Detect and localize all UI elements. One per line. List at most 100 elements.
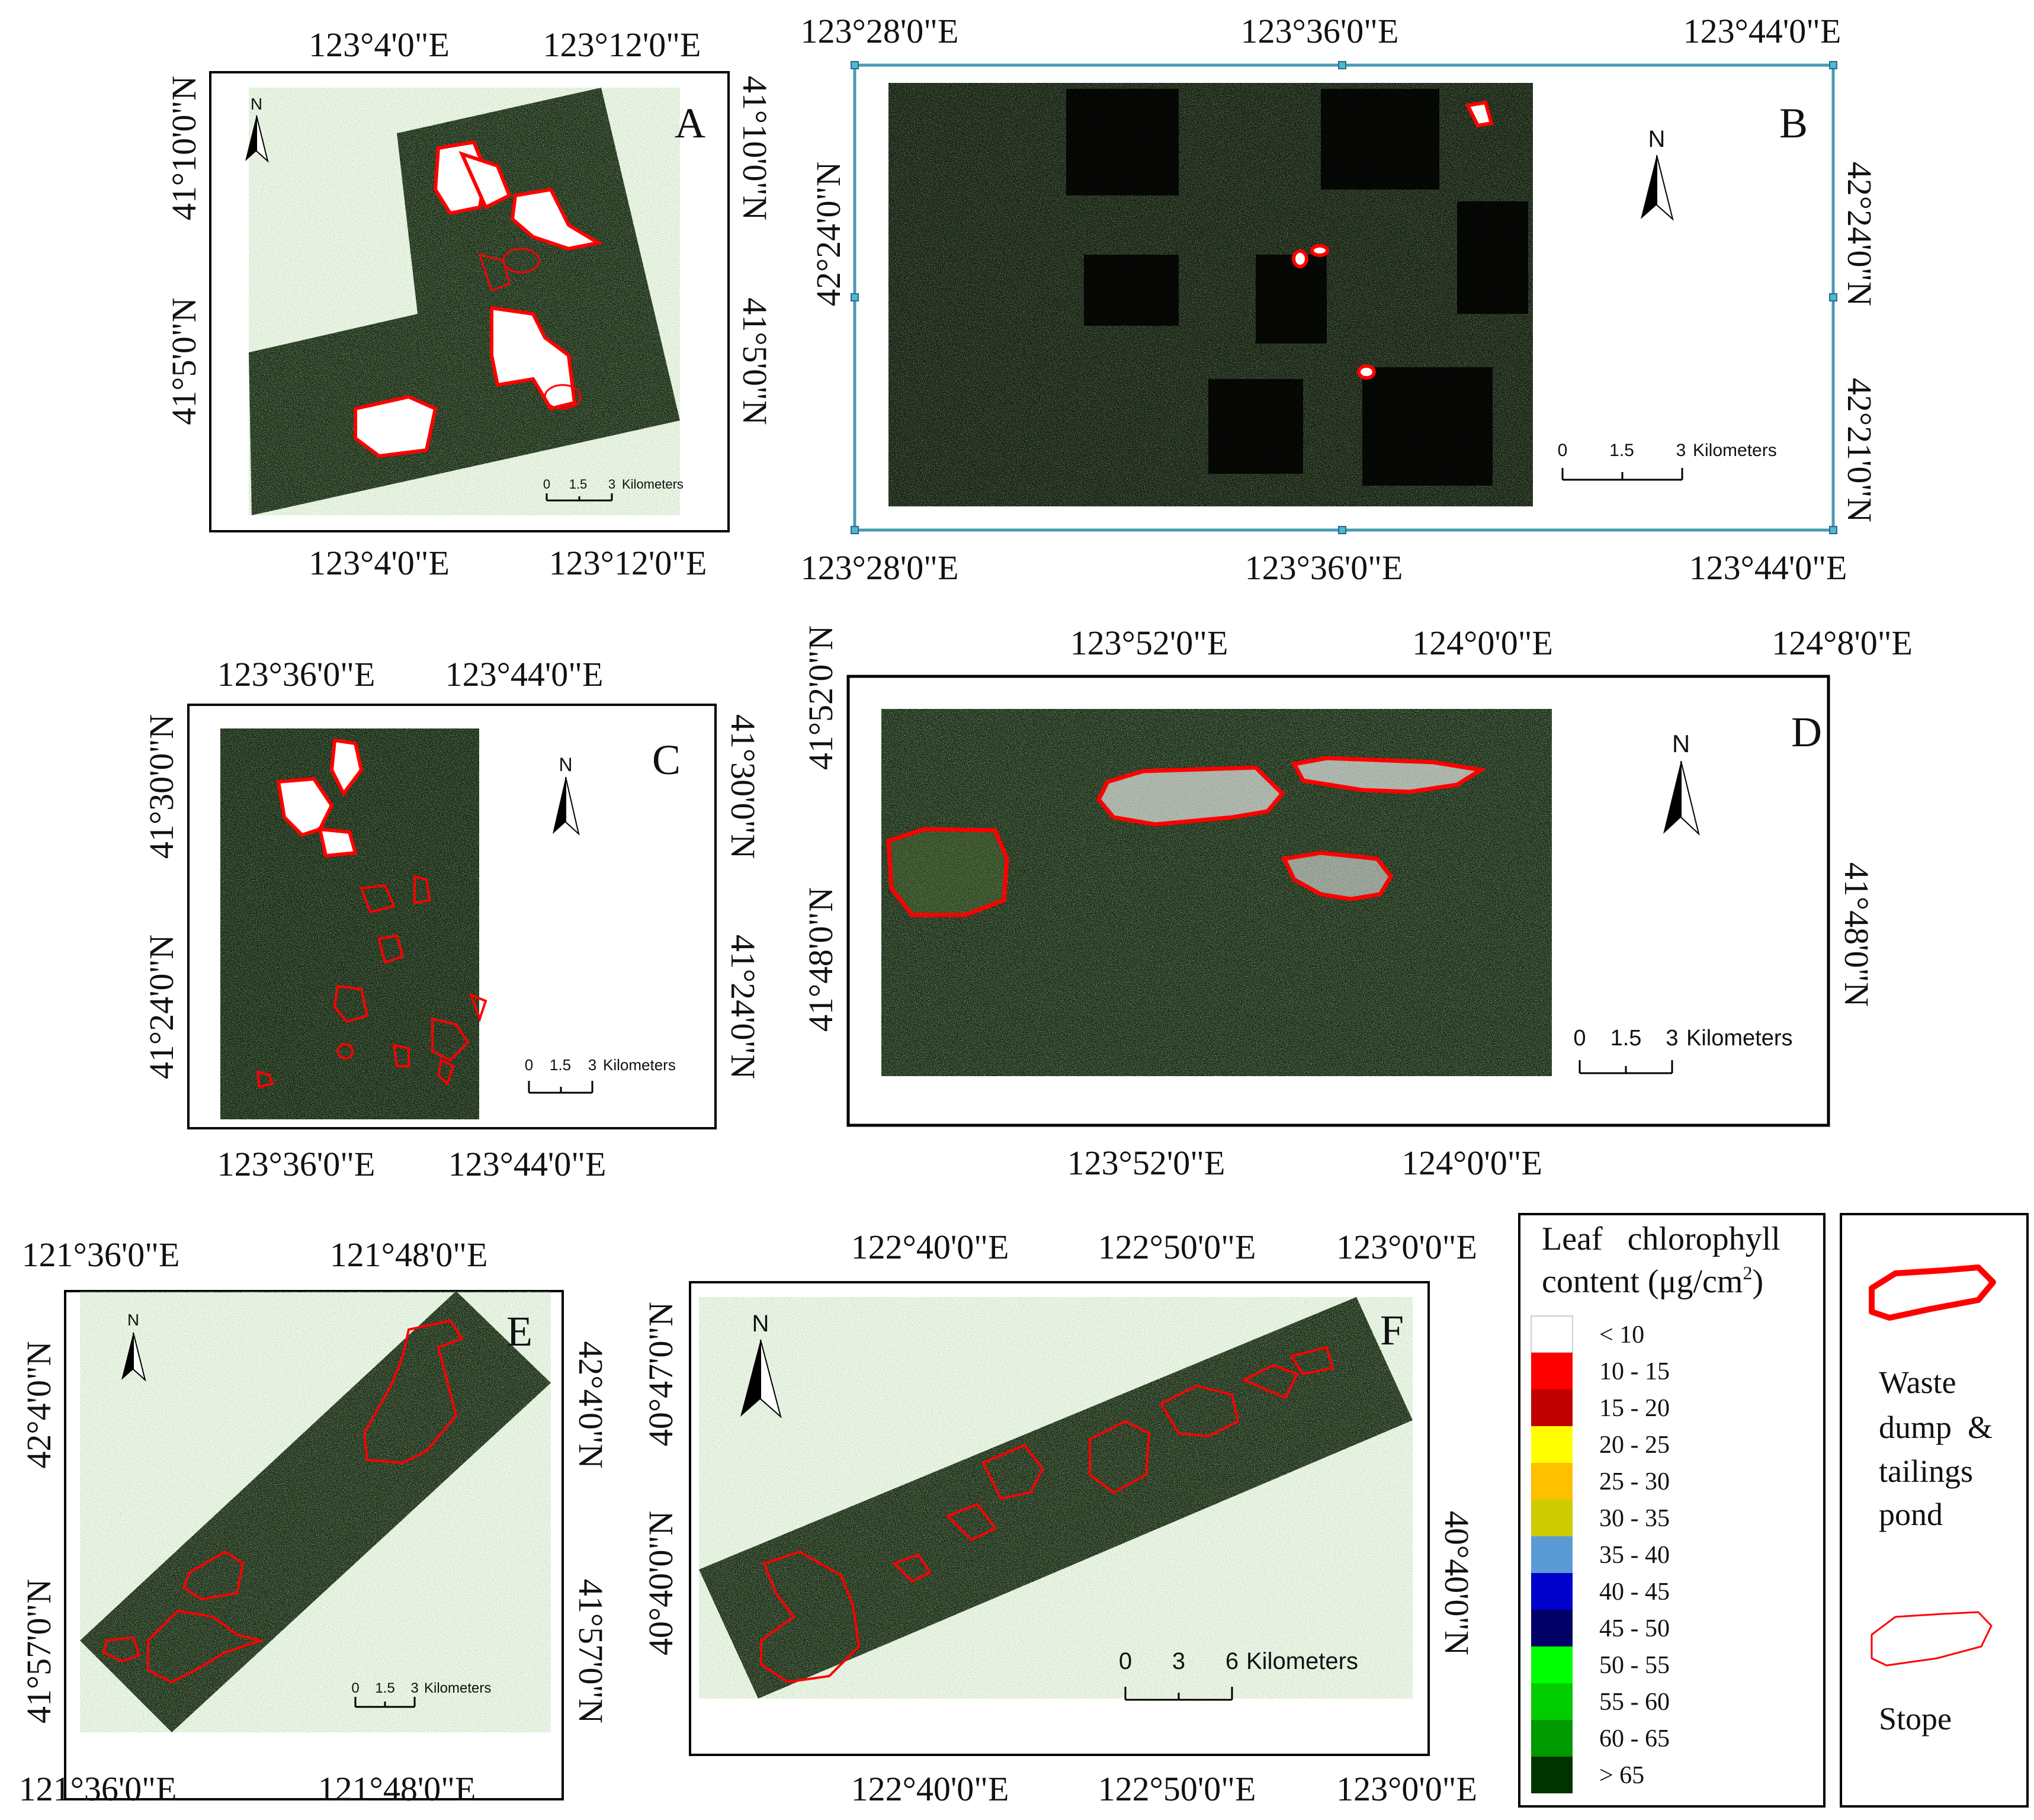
svg-text:3: 3: [1676, 441, 1686, 460]
svg-text:121°36'0"E: 121°36'0"E: [22, 1235, 180, 1274]
graticule-labels: 123°36'0"E 123°44'0"E 123°36'0"E 123°44'…: [142, 655, 762, 1183]
svg-text:42°21'0"N: 42°21'0"N: [1840, 378, 1879, 522]
map-frame: [846, 675, 1830, 1127]
svg-text:123°44'0"E: 123°44'0"E: [1689, 548, 1847, 587]
satellite-image: [80, 1291, 551, 1732]
north-label: N: [1672, 730, 1690, 757]
svg-text:3: 3: [410, 1680, 418, 1696]
north-label: N: [251, 95, 262, 113]
stope-label: Stope: [1879, 1701, 1952, 1736]
map-frame: [209, 71, 730, 532]
scale-bar: 0 1.5 3 Kilometers: [543, 477, 684, 502]
legend-swatch: [1531, 1426, 1573, 1463]
graticule-labels: 123°4'0"E 123°12'0"E 123°4'0"E 123°12'0"…: [165, 25, 774, 582]
svg-text:123°28'0"E: 123°28'0"E: [801, 548, 959, 587]
svg-text:122°50'0"E: 122°50'0"E: [1098, 1770, 1256, 1808]
svg-text:122°40'0"E: 122°40'0"E: [851, 1228, 1009, 1266]
legend-label: 30 - 35: [1599, 1505, 1670, 1532]
panel-d: N D 0 1.5 3 Kilometers 123°52'0"E 124°0'…: [801, 624, 1913, 1182]
svg-text:122°40'0"E: 122°40'0"E: [851, 1770, 1009, 1808]
legend-title-line2: content (μg/cm2): [1542, 1262, 1763, 1300]
svg-text:123°4'0"E: 123°4'0"E: [309, 544, 450, 582]
svg-text:Kilometers: Kilometers: [424, 1680, 491, 1696]
svg-text:41°57'0"N: 41°57'0"N: [20, 1579, 58, 1723]
svg-text:1.5: 1.5: [1610, 1026, 1642, 1051]
legend-swatches: < 10 10 - 15 15 - 20 20 - 25 25 - 30 30 - 35 3…: [1531, 1315, 1670, 1793]
scale-bar: 0 1.5 3 Kilometers: [1558, 441, 1777, 481]
svg-text:3: 3: [1172, 1648, 1185, 1674]
north-arrow: N: [1641, 126, 1674, 221]
north-arrow: N: [553, 754, 580, 836]
legend-swatch: [1531, 1757, 1573, 1793]
svg-text:124°0'0"E: 124°0'0"E: [1401, 1144, 1542, 1182]
map-frame: [689, 1281, 1430, 1756]
map-frame: [187, 704, 717, 1129]
stope-outlines: [256, 875, 487, 1089]
graticule-labels: 122°40'0"E 122°50'0"E 123°0'0"E 122°40'0…: [641, 1228, 1477, 1808]
legend-label: < 10: [1599, 1321, 1644, 1349]
stope-outlines: [102, 1319, 464, 1684]
svg-text:Kilometers: Kilometers: [1693, 441, 1777, 460]
svg-text:40°40'0"N: 40°40'0"N: [1438, 1511, 1476, 1655]
panel-a: N A 0 1.5 3 Kilometers 123°4'0"E 123°12'…: [165, 25, 774, 582]
svg-text:1.5: 1.5: [550, 1056, 571, 1074]
legend-label: 25 - 30: [1599, 1468, 1670, 1495]
legend-swatch: [1531, 1500, 1573, 1536]
svg-text:123°44'0"E: 123°44'0"E: [448, 1145, 607, 1183]
panel-b: N B 0 1.5 3 Kilometers 123°28'0"E 123°36…: [801, 12, 1879, 587]
panel-letter: B: [1779, 99, 1808, 147]
legend-label: 15 - 20: [1599, 1395, 1670, 1422]
svg-text:Kilometers: Kilometers: [622, 477, 684, 492]
panel-c: N C 0 1.5 3 Kilometers 123°36'0"E 123°44…: [142, 655, 762, 1183]
graticule-labels: 123°52'0"E 124°0'0"E 124°8'0"E 123°52'0"…: [801, 624, 1913, 1182]
legend-swatch: [1531, 1683, 1573, 1720]
panel-letter: C: [652, 736, 681, 784]
outline-key: Waste dump & tailings pond Stope: [1840, 1213, 2029, 1808]
svg-text:123°44'0"E: 123°44'0"E: [1683, 12, 1841, 50]
svg-text:123°36'0"E: 123°36'0"E: [217, 1145, 376, 1183]
svg-text:1.5: 1.5: [1609, 441, 1634, 460]
svg-text:42°4'0"N: 42°4'0"N: [572, 1341, 610, 1468]
svg-text:3: 3: [1666, 1026, 1678, 1051]
svg-text:1.5: 1.5: [375, 1680, 394, 1696]
legend-swatch: [1531, 1720, 1573, 1757]
svg-text:123°4'0"E: 123°4'0"E: [309, 25, 450, 64]
svg-text:42°4'0"N: 42°4'0"N: [20, 1341, 58, 1468]
svg-text:41°24'0"N: 41°24'0"N: [724, 935, 762, 1079]
svg-text:41°57'0"N: 41°57'0"N: [572, 1579, 610, 1723]
svg-text:123°0'0"E: 123°0'0"E: [1336, 1770, 1477, 1808]
svg-text:121°48'0"E: 121°48'0"E: [330, 1235, 488, 1274]
svg-text:41°5'0"N: 41°5'0"N: [736, 297, 774, 425]
legend-label: 60 - 65: [1599, 1725, 1670, 1752]
svg-text:41°24'0"N: 41°24'0"N: [142, 935, 181, 1079]
svg-text:42°24'0"N: 42°24'0"N: [1840, 162, 1879, 306]
svg-text:123°0'0"E: 123°0'0"E: [1336, 1228, 1477, 1266]
scale-bar: 0 1.5 3 Kilometers: [351, 1680, 491, 1708]
graticule-labels: 123°28'0"E 123°36'0"E 123°44'0"E 123°28'…: [801, 12, 1879, 587]
graticule-labels: 121°36'0"E 121°48'0"E 121°36'0"E 121°48'…: [19, 1235, 610, 1808]
svg-text:3: 3: [608, 477, 615, 492]
legend-title-line1: Leaf chlorophyll: [1542, 1221, 1780, 1257]
legend-label: > 65: [1599, 1762, 1644, 1789]
legend-swatch: [1531, 1463, 1573, 1500]
svg-text:41°48'0"N: 41°48'0"N: [1837, 862, 1876, 1007]
legend-swatch: [1531, 1536, 1573, 1573]
north-label: N: [1648, 126, 1666, 152]
legend-swatch: [1531, 1573, 1573, 1610]
svg-text:121°48'0"E: 121°48'0"E: [318, 1770, 476, 1808]
legend-label: 45 - 50: [1599, 1615, 1670, 1642]
chlorophyll-legend: Leaf chlorophyll content (μg/cm2) < 10 10…: [1518, 1213, 1826, 1808]
svg-text:41°5'0"N: 41°5'0"N: [165, 297, 203, 425]
svg-text:41°52'0"N: 41°52'0"N: [801, 625, 840, 770]
legend-label: 40 - 45: [1599, 1578, 1670, 1606]
svg-text:Kilometers: Kilometers: [1686, 1026, 1793, 1051]
waste-dump-label: tailings: [1879, 1453, 1973, 1489]
stope-outlines: [760, 1346, 1334, 1684]
scale-bar: 0 3 6 Kilometers: [1119, 1648, 1358, 1701]
svg-text:124°0'0"E: 124°0'0"E: [1412, 624, 1553, 662]
panel-letter: E: [506, 1308, 532, 1355]
svg-text:41°30'0"N: 41°30'0"N: [724, 714, 762, 859]
svg-text:41°30'0"N: 41°30'0"N: [142, 714, 181, 859]
svg-text:123°12'0"E: 123°12'0"E: [549, 544, 707, 582]
